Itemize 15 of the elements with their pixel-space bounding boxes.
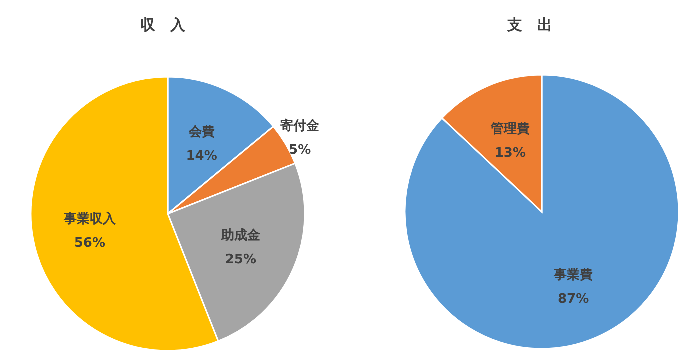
slice-label: 事業費 <box>553 268 594 283</box>
data-label: 56% <box>74 236 106 251</box>
data-label: 5% <box>289 142 312 158</box>
chart-title: 収 入 <box>140 16 186 34</box>
slice-label: 会費 <box>188 125 215 140</box>
slice-label: 寄付金 <box>280 118 321 134</box>
data-label: 87% <box>558 292 590 307</box>
chart-title: 支 出 <box>506 16 552 34</box>
slice-label: 管理費 <box>490 122 530 138</box>
pie-slice <box>404 74 680 350</box>
data-label: 14% <box>186 149 218 164</box>
data-label: 13% <box>494 146 526 162</box>
slice-label: 事業収入 <box>62 210 117 227</box>
data-label: 25% <box>225 252 256 268</box>
slice-label: 助成金 <box>220 228 262 244</box>
